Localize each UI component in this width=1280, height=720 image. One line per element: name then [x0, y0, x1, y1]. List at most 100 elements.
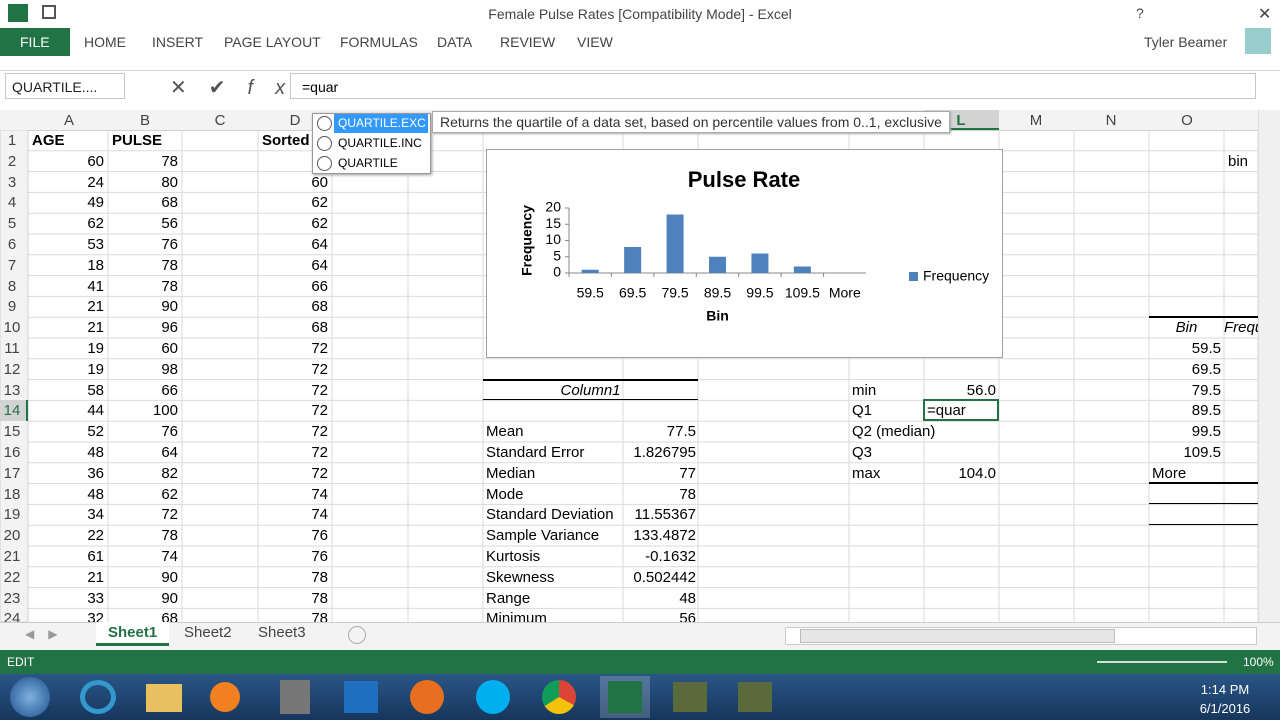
data-cell: 62 — [161, 485, 178, 503]
data-cell: 72 — [311, 360, 328, 378]
data-cell: 76 — [311, 548, 328, 565]
help-button[interactable]: ? — [1136, 5, 1144, 21]
data-cell: 48 — [87, 444, 104, 461]
data-cell: 21 — [87, 568, 104, 586]
row-header: 10 — [3, 319, 21, 337]
column-header: A — [63, 112, 74, 129]
data-cell: 53 — [87, 236, 104, 253]
taskbar-outlook[interactable] — [344, 681, 378, 713]
zoom-level: 100% — [1243, 655, 1274, 669]
sheet-tab[interactable]: Sheet1 — [96, 622, 170, 646]
zoom-slider[interactable] — [1097, 661, 1227, 663]
data-cell: 22 — [87, 527, 104, 545]
table-border — [1149, 481, 1258, 484]
data-cell: 90 — [161, 298, 178, 316]
ribbon-tab[interactable]: FORMULAS — [340, 34, 418, 50]
y-tick-label: 10 — [545, 231, 561, 247]
user-avatar — [1245, 28, 1271, 54]
stat-value: 1.826795 — [633, 444, 696, 461]
legend-label: Frequency — [923, 268, 989, 284]
formula-box[interactable] — [290, 73, 1256, 99]
quartile-label: Q1 — [852, 402, 873, 420]
quartile-value: 56.0 — [966, 381, 996, 399]
column-header: B — [139, 112, 150, 129]
row-header: 22 — [3, 568, 21, 586]
data-cell: 78 — [161, 256, 178, 274]
ribbon-tab[interactable]: INSERT — [152, 34, 204, 50]
active-cell-text: =quar — [927, 402, 966, 420]
x-axis-title: Bin — [706, 308, 729, 324]
bar — [751, 253, 769, 273]
user-name: Tyler Beamer — [1144, 34, 1228, 50]
data-cell: 72 — [311, 423, 328, 441]
y-tick-label: 15 — [545, 215, 561, 231]
legend-swatch — [909, 272, 918, 281]
taskbar-chrome[interactable] — [542, 680, 576, 714]
save-icon[interactable] — [42, 5, 56, 19]
ribbon-tab[interactable]: REVIEW — [500, 34, 556, 50]
row-header: 14 — [3, 402, 21, 420]
sheet-tabs: ◀▶ Sheet1 Sheet2 Sheet3 — [0, 622, 780, 649]
data-cell: 80 — [161, 173, 178, 191]
taskbar-ie[interactable] — [80, 680, 116, 714]
data-cell: 96 — [161, 319, 178, 337]
stat-label: Kurtosis — [486, 548, 541, 565]
data-cell: 68 — [311, 298, 328, 316]
row-header: 17 — [3, 464, 21, 482]
sheet-tab[interactable]: Sheet2 — [184, 624, 232, 641]
data-cell: 49 — [87, 194, 104, 212]
chart-title: Pulse Rate — [688, 167, 801, 192]
x-tick-label: 59.5 — [577, 285, 604, 301]
quartile-label: max — [852, 464, 881, 482]
data-cell: 52 — [87, 423, 104, 441]
data-cell: 62 — [311, 194, 328, 212]
column-header: L — [956, 112, 966, 129]
stat-label: Standard Deviation — [486, 506, 614, 524]
ribbon-tab[interactable]: DATA — [437, 34, 473, 50]
taskbar-app[interactable] — [673, 682, 707, 712]
taskbar-explorer[interactable] — [146, 684, 182, 712]
quartile-label: min — [852, 381, 877, 399]
frequency-header: Frequ — [1224, 319, 1258, 337]
x-tick-label: 79.5 — [661, 285, 688, 301]
bin-value: 109.5 — [1183, 444, 1221, 461]
column-header-bar — [0, 110, 1258, 131]
data-cell: 18 — [87, 256, 104, 274]
add-sheet[interactable] — [348, 626, 366, 644]
table-border — [1149, 524, 1258, 526]
column-header: M — [1029, 112, 1043, 129]
taskbar-app2[interactable] — [738, 682, 772, 712]
taskbar-firefox[interactable] — [410, 680, 444, 714]
taskbar-skype[interactable] — [476, 680, 510, 714]
data-cell: 34 — [87, 506, 104, 524]
ribbon-tab[interactable]: VIEW — [577, 34, 613, 50]
chart: Pulse Rate 0 5 10 15 20 59.5 69.5 79.5 89.5 99.5 10… — [486, 149, 1003, 358]
y-tick-label: 20 — [545, 199, 561, 215]
column-header: D — [289, 112, 301, 129]
close-button[interactable]: ✕ — [1258, 6, 1272, 23]
quartile-label: Q3 — [852, 444, 873, 461]
taskbar-calc[interactable] — [280, 680, 310, 714]
stat-value: 78 — [679, 485, 696, 503]
bar — [709, 256, 726, 273]
start-button[interactable] — [10, 677, 50, 717]
row-header: 16 — [3, 444, 21, 461]
scroll-thumb[interactable] — [800, 629, 1115, 643]
status-mode: EDIT — [7, 655, 35, 669]
status-bar — [0, 650, 1280, 674]
sheet-tab[interactable]: Sheet3 — [258, 624, 306, 641]
taskbar-media[interactable] — [210, 682, 240, 712]
ribbon-tab[interactable]: FILE — [0, 28, 70, 56]
row-header: 1 — [7, 132, 17, 149]
data-cell: 32 — [87, 610, 104, 622]
ribbon-tab[interactable]: PAGE LAYOUT — [224, 34, 321, 50]
stat-label: Skewness — [486, 568, 555, 586]
vertical-scrollbar[interactable] — [1258, 110, 1280, 622]
tab-nav: ◀▶ — [25, 627, 72, 641]
stat-value: 11.55367 — [634, 506, 696, 524]
data-cell: 72 — [311, 402, 328, 420]
ribbon-tab[interactable]: HOME — [84, 34, 126, 50]
name-box[interactable] — [5, 73, 125, 99]
row-header: 8 — [7, 277, 17, 295]
